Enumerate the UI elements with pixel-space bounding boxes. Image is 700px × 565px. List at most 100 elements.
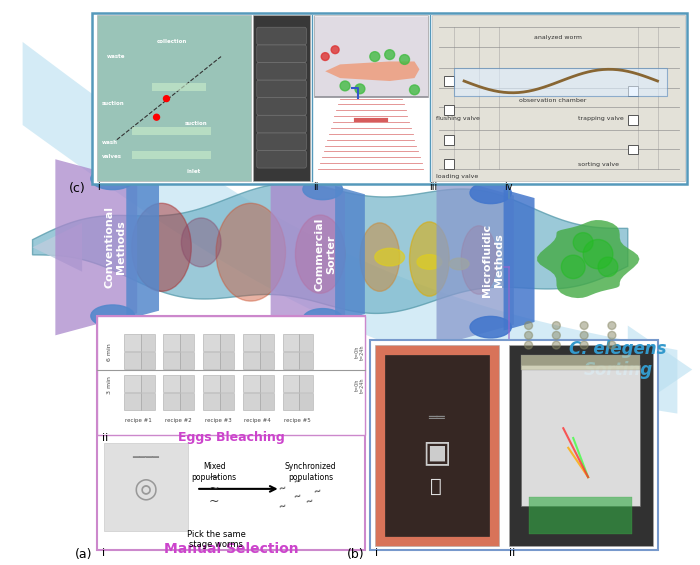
Circle shape xyxy=(552,321,560,329)
Bar xyxy=(132,127,211,135)
Polygon shape xyxy=(537,220,639,298)
Bar xyxy=(164,393,181,410)
Circle shape xyxy=(524,332,533,339)
Polygon shape xyxy=(326,62,419,81)
Bar xyxy=(220,334,234,351)
Circle shape xyxy=(410,85,419,95)
Bar xyxy=(283,393,300,410)
Ellipse shape xyxy=(449,258,469,270)
Ellipse shape xyxy=(417,255,442,270)
Text: ~: ~ xyxy=(209,483,219,496)
Circle shape xyxy=(608,332,616,339)
Text: suction: suction xyxy=(102,101,125,106)
Bar xyxy=(243,334,260,351)
Text: ~: ~ xyxy=(209,495,219,508)
Bar xyxy=(152,83,206,91)
Polygon shape xyxy=(32,223,82,272)
Text: recipe #2: recipe #2 xyxy=(165,419,192,423)
Text: suction: suction xyxy=(184,120,207,125)
Bar xyxy=(283,375,300,392)
Circle shape xyxy=(580,332,588,339)
Text: valves: valves xyxy=(102,154,122,159)
Ellipse shape xyxy=(303,308,342,329)
Text: ii: ii xyxy=(509,547,515,558)
Bar xyxy=(374,345,499,546)
Circle shape xyxy=(321,53,329,60)
Bar xyxy=(314,16,428,97)
Text: collection: collection xyxy=(157,40,187,45)
Text: 6 min: 6 min xyxy=(107,343,113,361)
Polygon shape xyxy=(22,42,678,414)
Text: loading valve: loading valve xyxy=(436,175,479,179)
Bar xyxy=(243,393,260,410)
FancyBboxPatch shape xyxy=(257,133,307,150)
Polygon shape xyxy=(437,174,514,346)
FancyBboxPatch shape xyxy=(97,316,365,550)
Bar xyxy=(243,375,260,392)
Bar xyxy=(283,352,300,368)
Bar xyxy=(164,352,181,368)
Polygon shape xyxy=(55,159,137,335)
Bar xyxy=(260,375,274,392)
Bar xyxy=(260,352,274,368)
Circle shape xyxy=(598,257,618,277)
Bar xyxy=(628,115,638,125)
Bar xyxy=(260,393,274,410)
Text: Microfluidic
Methods: Microfluidic Methods xyxy=(482,223,504,297)
Polygon shape xyxy=(335,186,365,322)
Text: trapping valve: trapping valve xyxy=(578,116,624,121)
Bar xyxy=(509,345,652,546)
Polygon shape xyxy=(271,171,345,337)
Circle shape xyxy=(331,46,339,54)
Bar xyxy=(141,393,155,410)
Circle shape xyxy=(552,341,560,349)
Circle shape xyxy=(580,321,588,329)
Bar xyxy=(444,106,454,115)
FancyBboxPatch shape xyxy=(257,80,307,98)
Circle shape xyxy=(355,84,365,94)
Ellipse shape xyxy=(470,316,511,338)
Bar xyxy=(203,375,220,392)
Text: flushing valve: flushing valve xyxy=(436,116,480,121)
FancyBboxPatch shape xyxy=(257,150,307,168)
Bar xyxy=(628,86,638,95)
Bar xyxy=(283,334,300,351)
Bar xyxy=(454,68,668,95)
Text: waste: waste xyxy=(107,54,125,59)
Bar xyxy=(141,334,155,351)
Bar xyxy=(220,375,234,392)
Bar xyxy=(141,375,155,392)
Text: observation chamber: observation chamber xyxy=(519,98,586,103)
Text: ~: ~ xyxy=(293,491,304,503)
Bar xyxy=(124,393,141,410)
Text: ━━━━: ━━━━ xyxy=(132,453,159,463)
Text: Eggs Bleaching: Eggs Bleaching xyxy=(178,431,284,444)
Bar xyxy=(444,159,454,169)
Polygon shape xyxy=(126,175,159,319)
Circle shape xyxy=(583,240,613,269)
Bar xyxy=(97,15,251,181)
Ellipse shape xyxy=(410,222,449,296)
Circle shape xyxy=(340,81,350,91)
Text: 3 min: 3 min xyxy=(107,376,113,394)
Ellipse shape xyxy=(216,203,286,301)
Text: recipe #1: recipe #1 xyxy=(125,419,152,423)
Circle shape xyxy=(580,341,588,349)
Bar xyxy=(444,76,454,86)
Text: sorting valve: sorting valve xyxy=(578,162,620,167)
Circle shape xyxy=(608,321,616,329)
Ellipse shape xyxy=(374,248,405,266)
Text: ~: ~ xyxy=(305,496,316,507)
Text: iv: iv xyxy=(504,182,512,192)
Bar xyxy=(124,375,141,392)
Bar xyxy=(433,15,685,181)
Text: ⬜: ⬜ xyxy=(430,477,442,497)
Bar xyxy=(124,334,141,351)
Text: Pick the same
stage worms: Pick the same stage worms xyxy=(187,530,246,549)
Text: Conventional
Methods: Conventional Methods xyxy=(104,206,126,288)
Bar xyxy=(300,334,314,351)
Text: ii: ii xyxy=(314,182,318,192)
Ellipse shape xyxy=(295,215,345,293)
Circle shape xyxy=(370,51,380,62)
Bar xyxy=(181,334,194,351)
